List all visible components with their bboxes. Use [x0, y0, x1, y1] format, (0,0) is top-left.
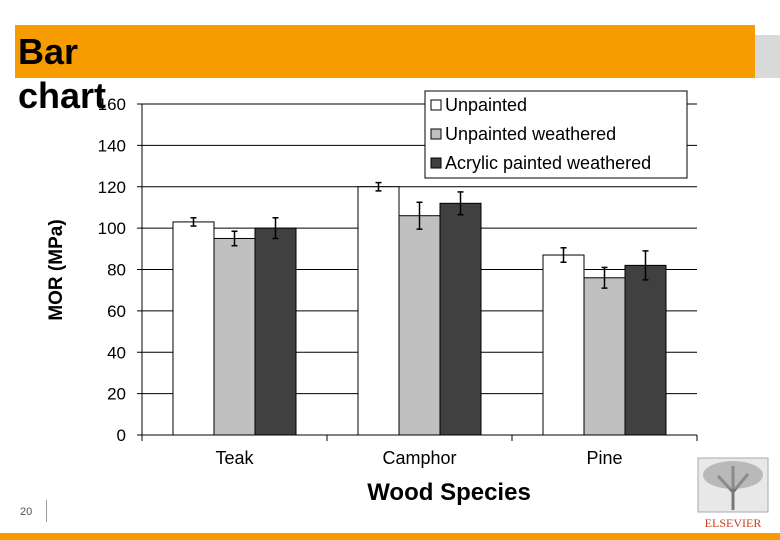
y-tick-label: 0	[117, 426, 126, 445]
bar	[542, 254, 585, 436]
y-tick-label: 80	[107, 261, 126, 280]
y-tick-label: 160	[98, 95, 126, 114]
legend-label: Unpainted weathered	[445, 124, 616, 144]
stripe	[755, 35, 780, 78]
error-bar	[457, 191, 464, 216]
bar	[254, 227, 297, 436]
legend-swatch	[430, 128, 442, 140]
banner	[15, 25, 755, 78]
error-bar	[560, 247, 567, 264]
x-tick-label: Camphor	[382, 448, 456, 468]
error-bar	[231, 230, 238, 247]
y-tick-label: 20	[107, 385, 126, 404]
legend-swatch	[430, 99, 442, 111]
y-tick-label: 120	[98, 178, 126, 197]
bar	[439, 202, 482, 436]
error-bar	[642, 250, 649, 281]
legend-label: Unpainted	[445, 95, 527, 115]
error-bar	[272, 217, 279, 240]
bar	[398, 215, 441, 436]
bar	[172, 221, 215, 436]
x-tick-label: Teak	[215, 448, 254, 468]
error-bar	[601, 266, 608, 289]
slide-title: Bar chart	[18, 31, 107, 116]
legend-swatch	[430, 157, 442, 169]
separator	[46, 500, 47, 522]
bottom-bar	[0, 533, 780, 540]
legend-label: Acrylic painted weathered	[445, 153, 651, 173]
page-number: 20	[20, 506, 33, 518]
x-axis-label: Wood Species	[367, 479, 531, 506]
legend-box	[424, 90, 688, 179]
y-tick-label: 60	[107, 302, 126, 321]
bar	[583, 277, 626, 436]
y-tick-label: 100	[98, 219, 126, 238]
x-tick-label: Pine	[586, 448, 622, 468]
error-bar	[375, 181, 382, 192]
bar	[357, 186, 400, 436]
error-bar	[416, 201, 423, 230]
y-tick-label: 140	[98, 136, 126, 155]
y-axis-label: MOR (MPa)	[46, 219, 67, 320]
bar	[624, 264, 667, 436]
y-tick-label: 40	[107, 343, 126, 362]
error-bar	[190, 217, 197, 227]
logo-text: ELSEVIER	[705, 516, 762, 530]
logo: ELSEVIER	[697, 457, 769, 530]
bar	[213, 237, 256, 436]
